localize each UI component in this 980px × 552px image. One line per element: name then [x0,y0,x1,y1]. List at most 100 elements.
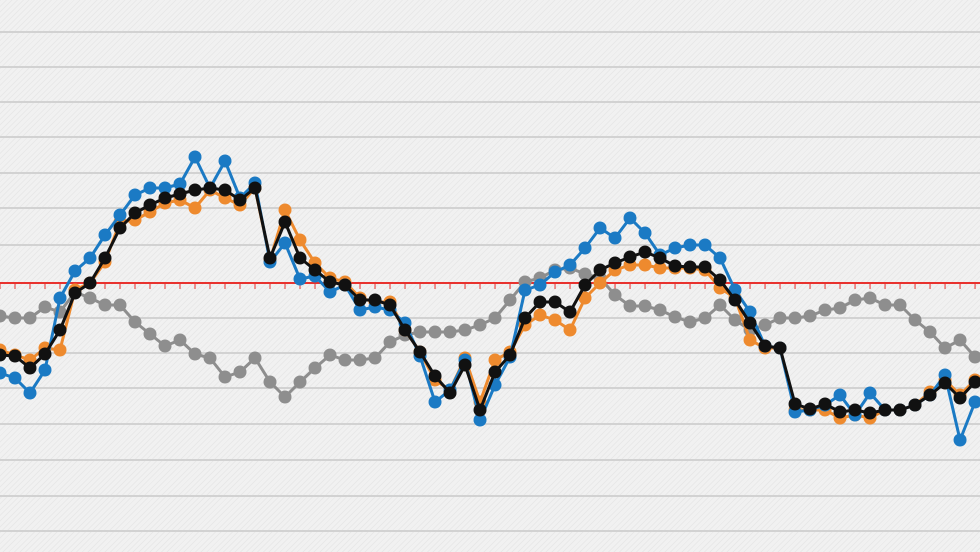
data-point [278,390,292,404]
data-point [488,353,502,367]
data-point [563,258,577,272]
data-point [0,348,7,362]
data-point [353,293,367,307]
data-point [458,323,472,337]
data-point [473,413,487,427]
data-point [833,388,847,402]
data-point [743,316,757,330]
data-point [83,276,97,290]
data-point [188,201,202,215]
data-point [53,291,67,305]
data-point [53,343,67,357]
data-point [608,256,622,270]
data-point [308,263,322,277]
data-point [773,341,787,355]
data-point [788,397,802,411]
data-point [953,433,967,447]
data-point [263,251,277,265]
data-point [503,293,517,307]
data-point [638,226,652,240]
data-point [443,386,457,400]
data-point [788,311,802,325]
data-point [668,259,682,273]
data-point [968,375,980,389]
data-point [323,285,337,299]
data-point [308,361,322,375]
data-point [428,325,442,339]
data-point [158,191,172,205]
data-point [578,278,592,292]
data-point [248,351,262,365]
data-point [803,402,817,416]
data-point [548,313,562,327]
data-point [623,250,637,264]
data-point [338,353,352,367]
data-point [698,311,712,325]
data-point [383,298,397,312]
data-point [143,327,157,341]
data-point [878,403,892,417]
data-point [0,309,7,323]
data-point [173,177,187,191]
data-point [923,388,937,402]
data-point [548,295,562,309]
data-point [173,333,187,347]
data-point [548,265,562,279]
data-point [878,298,892,312]
data-point [683,260,697,274]
data-point [653,251,667,265]
data-point [773,311,787,325]
data-point [488,365,502,379]
data-point [638,258,652,272]
data-point [893,298,907,312]
data-point [848,293,862,307]
data-point [278,215,292,229]
data-point [368,293,382,307]
data-point [533,308,547,322]
data-point [713,273,727,287]
data-point [683,238,697,252]
data-point [353,353,367,367]
data-point [833,301,847,315]
data-point [53,323,67,337]
data-point [863,386,877,400]
data-point [443,325,457,339]
data-point [113,298,127,312]
data-point [368,351,382,365]
data-point [728,313,742,327]
data-point [23,386,37,400]
data-point [173,187,187,201]
data-point [38,363,52,377]
data-point [293,233,307,247]
data-point [818,397,832,411]
data-point [893,403,907,417]
data-point [908,398,922,412]
data-point [953,333,967,347]
data-point [293,272,307,286]
data-point [68,286,82,300]
data-point [593,221,607,235]
data-point [518,283,532,297]
data-point [623,211,637,225]
data-point [638,299,652,313]
data-point [428,395,442,409]
data-point [863,406,877,420]
data-point [713,251,727,265]
data-point [218,154,232,168]
data-point [293,251,307,265]
data-point [818,303,832,317]
data-point [203,181,217,195]
data-point [668,241,682,255]
data-point [728,293,742,307]
data-point [98,298,112,312]
data-point [143,198,157,212]
data-point [188,183,202,197]
data-point [533,295,547,309]
data-point [608,231,622,245]
data-point [383,335,397,349]
data-point [233,365,247,379]
data-point [593,263,607,277]
data-point [248,181,262,195]
data-point [263,375,277,389]
data-point [158,339,172,353]
